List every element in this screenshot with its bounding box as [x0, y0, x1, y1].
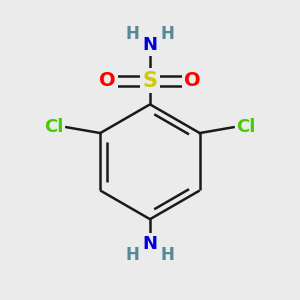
Text: N: N [142, 235, 158, 253]
Text: Cl: Cl [236, 118, 256, 136]
Text: O: O [184, 71, 201, 90]
Text: S: S [142, 71, 158, 91]
Text: H: H [160, 246, 174, 264]
Text: N: N [142, 37, 158, 55]
Text: H: H [126, 246, 140, 264]
Text: H: H [126, 25, 140, 43]
Text: O: O [99, 71, 116, 90]
Text: Cl: Cl [44, 118, 64, 136]
Text: H: H [160, 25, 174, 43]
